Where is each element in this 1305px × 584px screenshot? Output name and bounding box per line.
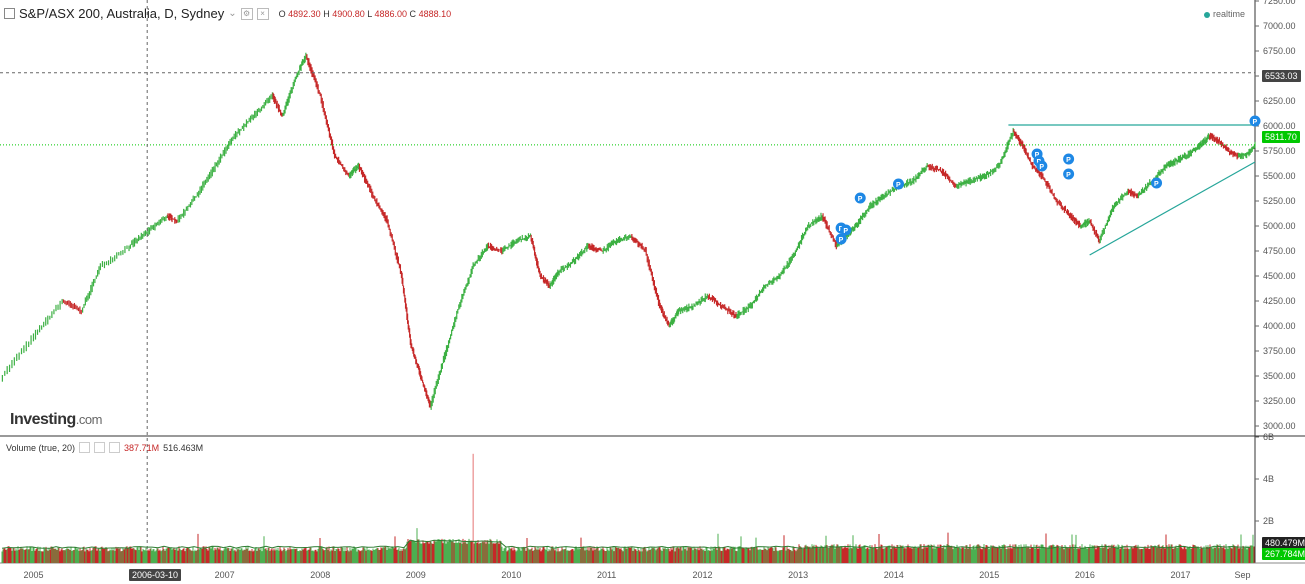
volume-value-1: 387.71M	[124, 442, 160, 453]
ohlc-values: O 4892.30 H 4900.80 L 4886.00 C 4888.10	[278, 8, 452, 19]
event-marker-label: P	[1066, 157, 1071, 164]
event-marker-label: P	[843, 228, 848, 235]
volume-tag-upper: 480.479M	[1262, 537, 1305, 549]
settings-icon[interactable]: ⚙	[240, 7, 253, 20]
event-marker-label: P	[1154, 181, 1159, 188]
chevron-down-icon[interactable]: ⌄	[228, 8, 237, 19]
y-tick-label: 3000.00	[1263, 421, 1296, 431]
close-icon[interactable]: ×	[256, 7, 269, 20]
volume-y-tick-label: 2B	[1263, 516, 1274, 526]
y-tick-label: 4000.00	[1263, 321, 1296, 331]
realtime-indicator: realtime	[1203, 9, 1245, 19]
x-tick-label: 2011	[597, 570, 616, 580]
event-marker-icon	[1063, 153, 1075, 165]
y-tick-label: 4500.00	[1263, 271, 1296, 281]
event-marker-label: P	[1066, 172, 1071, 179]
crosshair-date-tag: 2006-03-10	[129, 569, 182, 581]
volume-tag-lower: 267.784M	[1262, 548, 1305, 560]
chart-header: S&P/ASX 200, Australia, D, Sydney ⌄ ⚙ × …	[4, 6, 451, 21]
realtime-dot-icon	[1203, 11, 1210, 18]
x-tick-label: 2013	[788, 570, 808, 580]
collapse-icon[interactable]	[4, 8, 15, 19]
y-tick-label: 5000.00	[1263, 221, 1296, 231]
volume-close-icon[interactable]	[109, 442, 121, 453]
event-marker-icon	[835, 233, 847, 245]
event-marker-label: P	[1035, 152, 1040, 159]
x-tick-label: 2014	[884, 570, 904, 580]
event-marker-icon	[840, 224, 852, 236]
volume-title: Volume (true, 20)	[6, 442, 76, 453]
y-tick-label: 3250.00	[1263, 396, 1296, 406]
y-tick-label: 7250.00	[1263, 0, 1296, 6]
y-tick-label: 6250.00	[1263, 96, 1296, 106]
event-marker-label: P	[839, 237, 844, 244]
y-tick-label: 5250.00	[1263, 196, 1296, 206]
volume-value-2: 516.463M	[163, 442, 204, 453]
last-price-tag: 5811.70	[1262, 131, 1300, 143]
y-tick-label: 6750.00	[1263, 46, 1296, 56]
event-marker-icon	[854, 192, 866, 204]
y-tick-label: 4250.00	[1263, 296, 1296, 306]
volume-ma-line	[1, 539, 1251, 549]
volume-y-tick-label: 6B	[1263, 432, 1274, 442]
x-tick-label: 2016	[1075, 570, 1095, 580]
y-tick-label: 3500.00	[1263, 371, 1296, 381]
support-trend-line	[1089, 161, 1256, 256]
symbol-title: S&P/ASX 200, Australia, D, Sydney	[19, 6, 225, 21]
event-marker-label: P	[1253, 119, 1258, 126]
crosshair-price-tag: 6533.03	[1262, 70, 1301, 82]
x-tick-label: Sep	[1234, 570, 1250, 580]
event-marker-label: P	[896, 182, 901, 189]
event-marker-icon	[1151, 177, 1163, 189]
x-tick-label: 2007	[215, 570, 235, 580]
event-marker-label: P	[1039, 164, 1044, 171]
y-tick-label: 5500.00	[1263, 171, 1296, 181]
x-tick-label: 2005	[23, 570, 43, 580]
volume-settings-icon[interactable]	[94, 442, 106, 453]
x-tick-label: 2009	[406, 570, 426, 580]
volume-y-tick-label: 4B	[1263, 474, 1274, 484]
investing-logo: Investing.com	[10, 411, 102, 428]
y-tick-label: 5750.00	[1263, 146, 1296, 156]
x-tick-label: 2008	[310, 570, 330, 580]
y-tick-label: 4750.00	[1263, 246, 1296, 256]
y-tick-label: 6000.00	[1263, 121, 1296, 131]
x-tick-label: 2017	[1170, 570, 1190, 580]
x-tick-label: 2015	[979, 570, 999, 580]
volume-chevron-icon[interactable]	[79, 442, 91, 453]
event-marker-icon	[1063, 168, 1075, 180]
volume-header: Volume (true, 20) 387.71M 516.463M	[6, 442, 203, 453]
y-tick-label: 3750.00	[1263, 346, 1296, 356]
event-marker-label: P	[858, 196, 863, 203]
x-tick-label: 2010	[501, 570, 521, 580]
x-tick-label: 2012	[693, 570, 713, 580]
y-tick-label: 7000.00	[1263, 21, 1296, 31]
event-marker-icon	[1249, 115, 1261, 127]
event-marker-icon	[1036, 160, 1048, 172]
event-marker-icon	[892, 178, 904, 190]
